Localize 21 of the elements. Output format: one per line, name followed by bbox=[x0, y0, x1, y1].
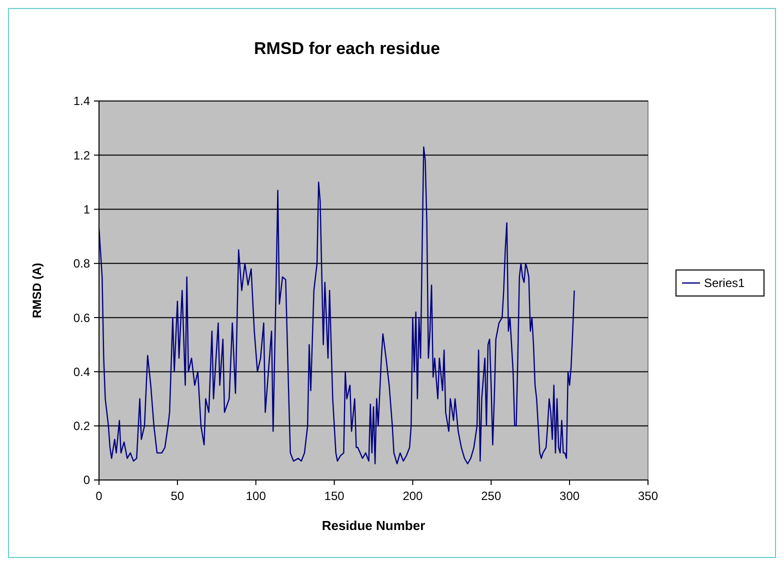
y-tick-label: 0.8 bbox=[73, 256, 90, 271]
x-tick-label: 350 bbox=[638, 489, 658, 503]
legend-label: Series1 bbox=[704, 276, 746, 290]
y-tick-label: 0.4 bbox=[73, 364, 90, 379]
y-tick-label: 0.6 bbox=[73, 310, 90, 325]
x-tick-label: 0 bbox=[96, 489, 103, 503]
y-tick-label: 1.2 bbox=[73, 148, 90, 162]
x-axis-title: Residue Number bbox=[322, 518, 426, 533]
line-series bbox=[98, 146, 575, 464]
x-tick-label: 300 bbox=[560, 489, 580, 503]
chart-title: RMSD for each residue bbox=[254, 39, 440, 58]
y-tick-label: 1 bbox=[83, 202, 90, 216]
y-axis-title: RMSD (A) bbox=[30, 262, 44, 318]
x-tick-label: 200 bbox=[402, 489, 424, 503]
y-tick-label: 1.4 bbox=[73, 94, 90, 108]
x-tick-label: 150 bbox=[324, 489, 345, 503]
y-tick-label: 0.2 bbox=[73, 419, 90, 434]
x-tick-label: 100 bbox=[246, 489, 266, 503]
x-tick-label: 50 bbox=[170, 489, 184, 503]
y-tick-label: 0 bbox=[83, 473, 90, 488]
x-tick-label: 250 bbox=[481, 489, 502, 503]
